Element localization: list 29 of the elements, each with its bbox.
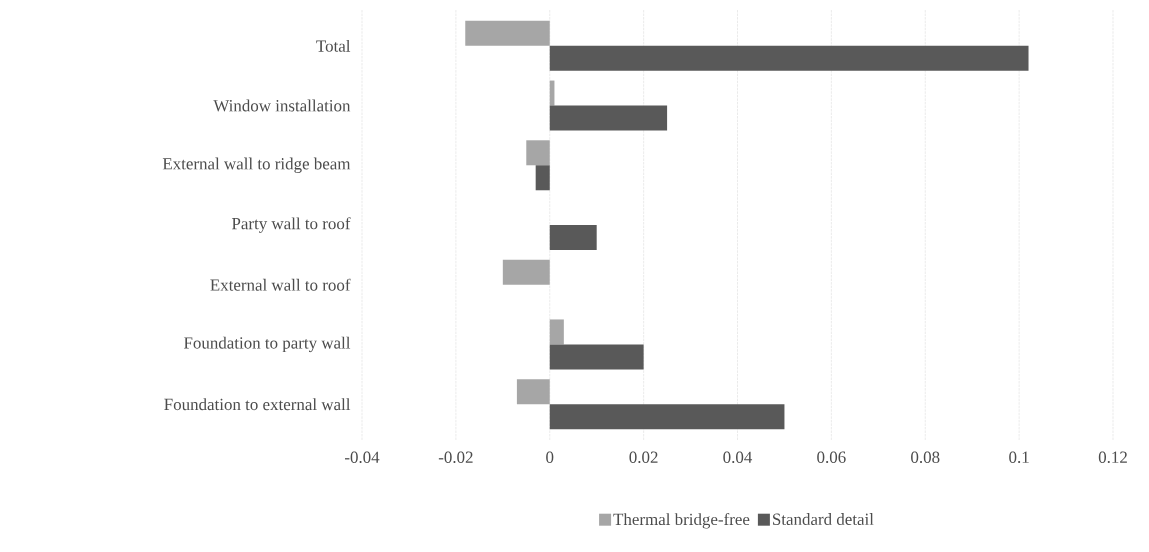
bar xyxy=(549,344,644,370)
y-tick-label: Window installation xyxy=(213,99,351,112)
y-tick-label: External wall to roof xyxy=(210,278,351,291)
x-tick-label: 0.04 xyxy=(723,451,753,464)
bar xyxy=(465,20,550,46)
bar xyxy=(549,319,564,345)
y-tick-label: Foundation to party wall xyxy=(183,336,351,353)
legend-label: Standard detail xyxy=(773,513,874,525)
x-tick-label: 0.08 xyxy=(911,451,940,464)
x-tick-label: 0 xyxy=(546,451,554,463)
bar xyxy=(526,140,550,166)
x-tick-label: 0.1 xyxy=(1009,451,1029,464)
legend-label: Thermal bridge-free xyxy=(613,512,750,529)
x-tick-label: 0.02 xyxy=(629,451,658,464)
bar xyxy=(549,105,668,131)
bar xyxy=(549,404,785,430)
x-tick-label: -0.02 xyxy=(438,451,473,464)
y-tick-label: Total xyxy=(316,39,351,52)
x-tick-label: -0.04 xyxy=(344,451,380,464)
y-tick-label: Party wall to roof xyxy=(231,217,351,233)
bar xyxy=(549,45,1029,71)
bar xyxy=(502,259,550,285)
bar xyxy=(535,165,550,191)
y-tick-label: Foundation to external wall xyxy=(164,398,351,411)
y-tick-label: External wall to ridge beam xyxy=(162,157,351,173)
x-tick-label: 0.06 xyxy=(817,451,846,464)
x-tick-label: 0.12 xyxy=(1098,451,1127,464)
bar xyxy=(549,225,597,250)
bar xyxy=(516,379,550,405)
